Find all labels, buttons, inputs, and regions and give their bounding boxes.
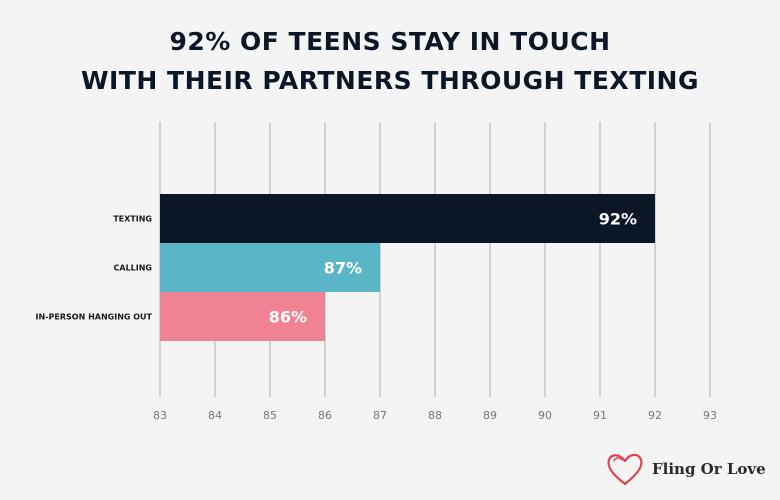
brand-logo-text: Fling Or Love	[652, 460, 766, 478]
x-tick-label: 89	[483, 409, 497, 422]
category-label: IN-PERSON HANGING OUT	[36, 313, 153, 322]
chart-title-line-1: 92% OF TEENS STAY IN TOUCH	[169, 27, 611, 56]
brand-logo: Fling Or Love	[606, 451, 766, 487]
value-label: 92%	[599, 210, 637, 229]
bar-calling	[160, 243, 380, 292]
value-label: 87%	[324, 259, 362, 278]
x-tick-label: 93	[703, 409, 717, 422]
x-tick-label: 84	[208, 409, 222, 422]
category-label: CALLING	[114, 264, 153, 273]
x-tick-label: 87	[373, 409, 387, 422]
value-label: 86%	[269, 308, 307, 327]
x-tick-label: 88	[428, 409, 442, 422]
x-tick-label: 90	[538, 409, 552, 422]
chart-title: 92% OF TEENS STAY IN TOUCH WITH THEIR PA…	[0, 22, 780, 100]
heart-icon	[607, 453, 643, 486]
x-tick-label: 83	[153, 409, 167, 422]
bar-in-person-hanging-out	[160, 292, 325, 341]
x-tick-label: 85	[263, 409, 277, 422]
category-label: TEXTING	[113, 215, 152, 224]
x-tick-label: 92	[648, 409, 662, 422]
chart-title-line-2: WITH THEIR PARTNERS THROUGH TEXTING	[80, 66, 699, 95]
x-tick-label: 86	[318, 409, 332, 422]
bar-texting	[160, 194, 655, 243]
x-tick-label: 91	[593, 409, 607, 422]
